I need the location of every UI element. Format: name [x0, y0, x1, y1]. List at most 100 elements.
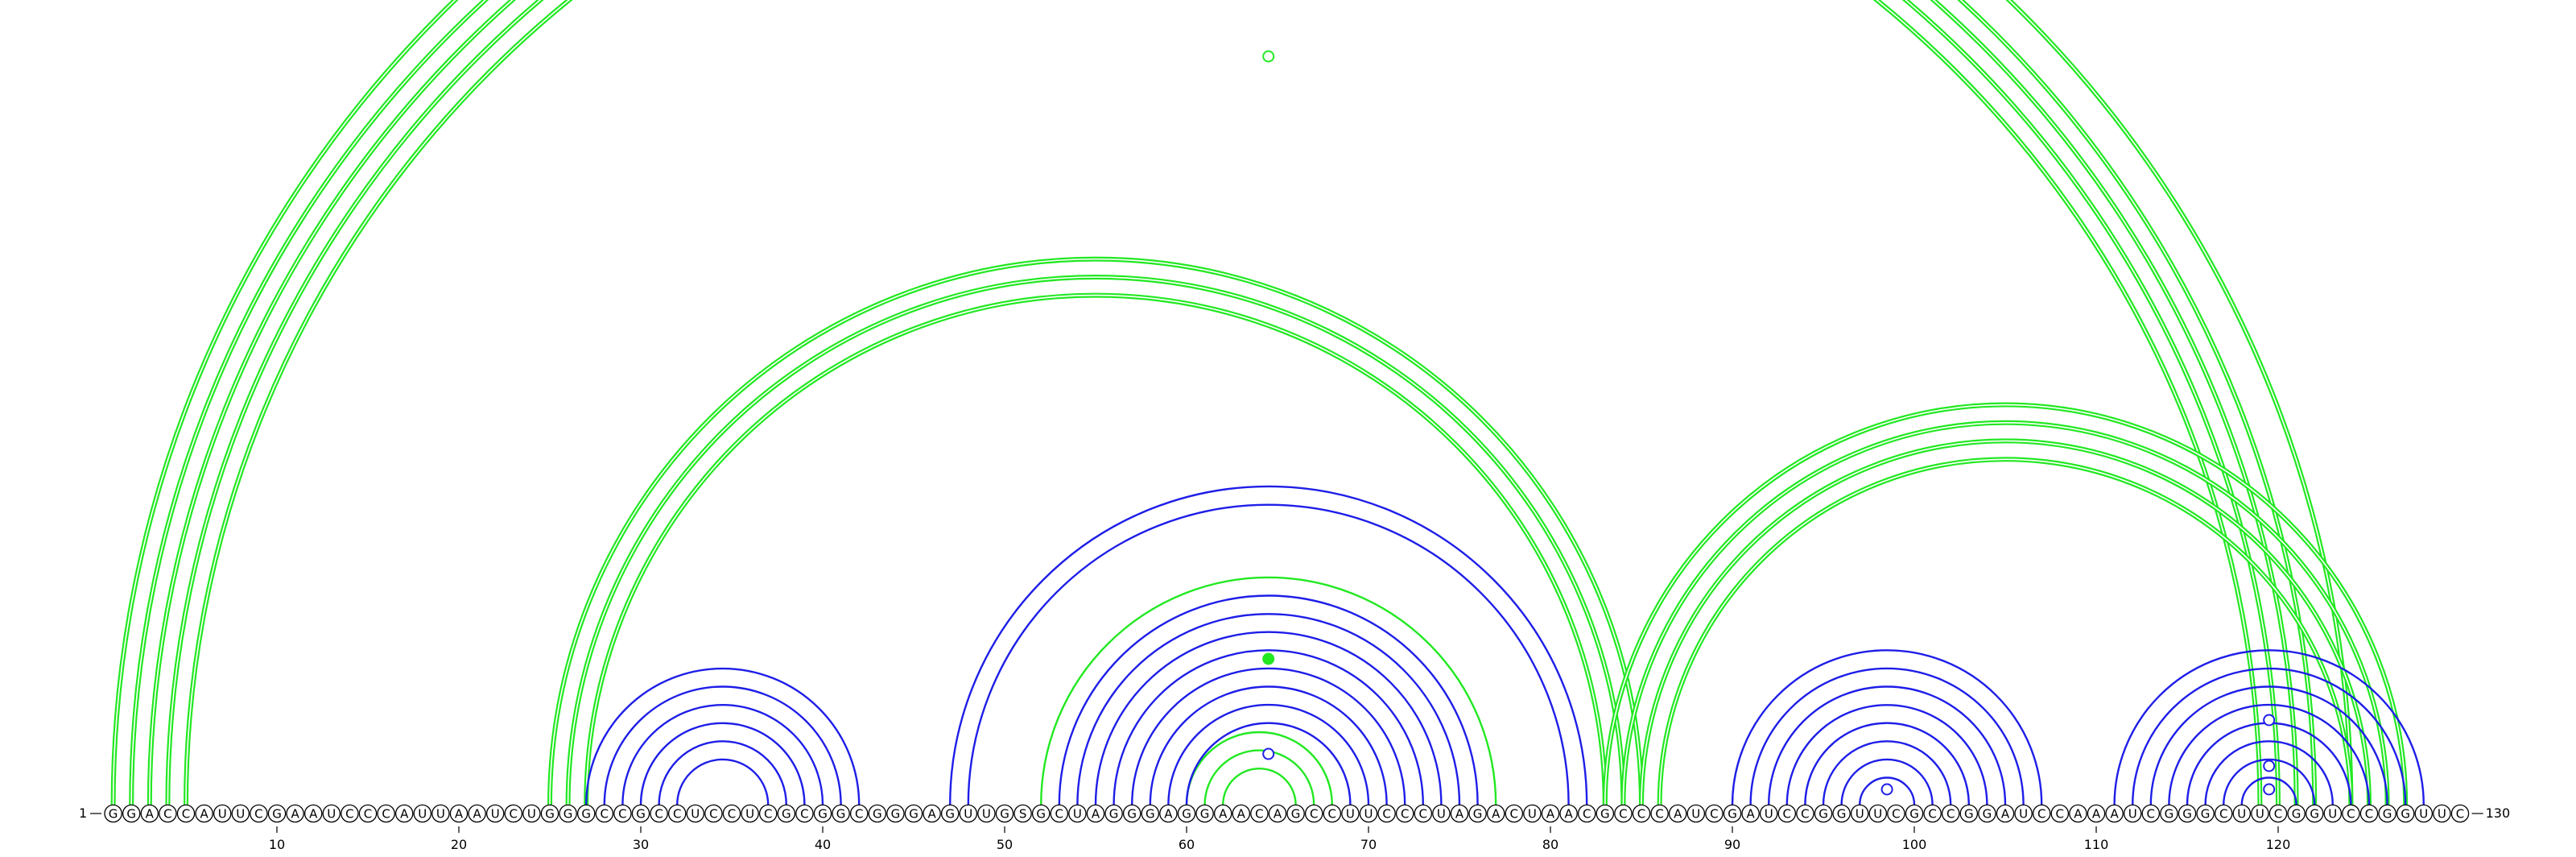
nucleotide-circle — [613, 804, 632, 823]
nucleotide-letter: U — [2237, 807, 2246, 822]
nucleotide-circle — [722, 804, 741, 823]
nucleotide-letter: U — [1765, 807, 1773, 822]
nucleotide-circle — [176, 804, 196, 823]
nucleotide-letter: C — [1419, 807, 1427, 822]
nucleotide-69: U — [1341, 804, 1360, 823]
nucleotide-92: U — [1759, 804, 1778, 823]
nucleotide-circle — [667, 804, 687, 823]
arc-97-100 — [1859, 776, 1916, 805]
nucleotide-letter: U — [1346, 807, 1355, 822]
nucleotide-letter: G — [1127, 807, 1137, 822]
nucleotide-letter: C — [1055, 807, 1063, 822]
tick-label-70: 70 — [1360, 837, 1377, 852]
nucleotide-32: C — [667, 804, 687, 823]
nucleotide-letter: G — [636, 807, 646, 822]
arc-31-38 — [658, 740, 787, 805]
nucleotide-circle — [1377, 804, 1396, 823]
arc-116-123 — [2204, 740, 2334, 805]
arc-stroke — [1149, 685, 1388, 805]
nucleotide-letter: G — [272, 807, 282, 822]
sequence-start-label: 1 — [79, 805, 87, 821]
nucleotide-19: U — [431, 804, 450, 823]
arc-27-42 — [585, 667, 861, 805]
nucleotide-circle — [1395, 804, 1414, 823]
nucleotide-letter: A — [1164, 807, 1173, 822]
nucleotide-47: G — [940, 804, 960, 823]
nucleotide-letter: A — [1219, 807, 1228, 822]
nucleotide-55: A — [1086, 804, 1105, 823]
arc-stroke — [1058, 594, 1479, 805]
nucleotide-circle — [1723, 804, 1742, 823]
arc-stroke-inner — [149, 0, 2297, 805]
arc-stroke — [658, 740, 787, 805]
nucleotide-circle — [1323, 804, 1342, 823]
arc-stroke — [1113, 649, 1424, 805]
nucleotide-letter: C — [510, 807, 518, 822]
nucleotide-80: A — [1541, 804, 1560, 823]
tick-label-90: 90 — [1724, 837, 1740, 852]
arc-112-127 — [2132, 667, 2407, 805]
nucleotide-letter: C — [364, 807, 372, 822]
nucleotide-circle — [1577, 804, 1596, 823]
nucleotide-89: C — [1705, 804, 1724, 823]
nucleotide-letter: G — [126, 807, 136, 822]
nucleotide-51: S — [1013, 804, 1032, 823]
nucleotide-circle — [1978, 804, 1996, 823]
arc-stroke-outer — [165, 0, 2281, 805]
nucleotide-letter: U — [2019, 807, 2028, 822]
nucleotide-17: A — [394, 804, 414, 823]
tick-label-30: 30 — [633, 837, 649, 852]
arc-26-84 — [565, 275, 1626, 805]
arc-stroke — [1203, 749, 1315, 805]
nucleotide-33: U — [686, 804, 705, 823]
arc-95-102 — [1822, 740, 1952, 805]
nucleotide-letter: C — [2056, 807, 2064, 822]
arc-53-76 — [1058, 594, 1479, 805]
arc-32-37 — [676, 758, 770, 805]
nucleotide-letter: C — [618, 807, 626, 822]
nucleotide-23: C — [504, 804, 523, 823]
nucleotide-circle — [2050, 804, 2070, 823]
nucleotide-96: G — [1832, 804, 1851, 823]
nucleotide-79: U — [1523, 804, 1542, 823]
nucleotide-circle — [832, 804, 850, 823]
nucleotide-circle — [2014, 804, 2033, 823]
nucleotide-circle — [1268, 804, 1287, 823]
nucleotide-letter: U — [2256, 807, 2264, 822]
nucleotide-circle — [1159, 804, 1178, 823]
nucleotide-letter: C — [1892, 807, 1900, 822]
axis-layer: 1 130 10 20 30 40 50 60 70 80 90 100 110 120 — [79, 805, 2510, 852]
nucleotide-38: G — [777, 804, 796, 823]
nucleotide-87: A — [1668, 804, 1687, 823]
nucleotide-6: A — [195, 804, 213, 823]
nucleotide-111: A — [2105, 804, 2124, 823]
nucleotide-48: U — [959, 804, 978, 823]
nucleotide-circle — [704, 804, 723, 823]
nucleotide-letter: A — [291, 807, 299, 822]
arc-stroke — [639, 722, 806, 805]
nucleotide-letter: U — [964, 807, 972, 822]
nucleotide-letter: U — [2438, 807, 2446, 822]
nucleotide-63: A — [1232, 804, 1251, 823]
nucleotide-125: C — [2359, 804, 2379, 823]
nucleotide-95: G — [1814, 804, 1833, 823]
arc-57-72 — [1131, 667, 1406, 805]
nucleotide-letter: U — [236, 807, 245, 822]
arc-58-71 — [1149, 685, 1388, 805]
nucleotide-8: U — [231, 804, 250, 823]
nucleotide-37: C — [758, 804, 778, 823]
nucleotide-112: U — [2123, 804, 2142, 823]
nucleotide-62: A — [1213, 804, 1232, 823]
nucleotide-letter: A — [200, 807, 208, 822]
nucleotide-letter: G — [2165, 807, 2174, 822]
arc-stroke — [676, 758, 770, 805]
nucleotide-letter: C — [728, 807, 736, 822]
nucleotide-57: G — [1122, 804, 1141, 823]
nucleotide-circle — [2178, 804, 2197, 823]
nucleotide-letter: C — [1801, 807, 1809, 822]
arc-stroke — [1804, 722, 1970, 805]
arc-stroke — [1185, 722, 1352, 805]
arc-96-101 — [1840, 758, 1934, 805]
nucleotide-letter: A — [400, 807, 409, 822]
